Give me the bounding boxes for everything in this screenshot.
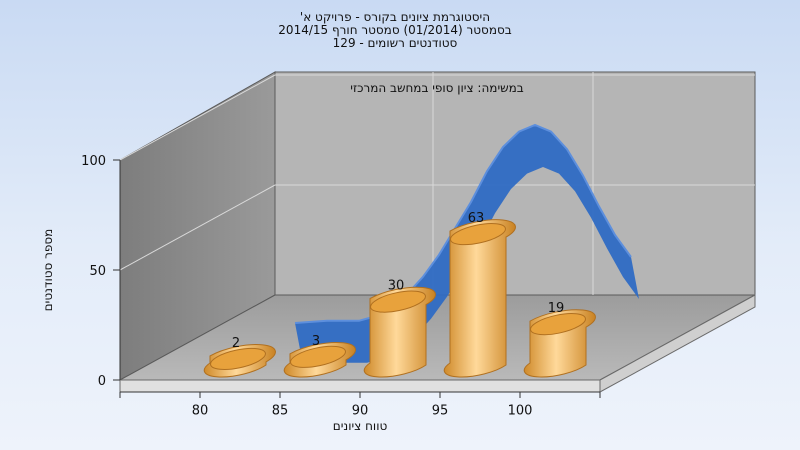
- bar: [523, 309, 596, 378]
- bar-cap: [290, 345, 346, 368]
- y-axis-title: מספר סטודנטים: [41, 229, 55, 312]
- value-labels-layer: 2 3 30 63 19: [232, 211, 564, 351]
- bars-layer: [203, 219, 596, 378]
- bar-value-label: 3: [312, 334, 320, 349]
- floor-edge-side: [599, 294, 756, 393]
- title-line-1: היסטוגרמת ציונים בקורס - פרויקט א': [300, 10, 490, 24]
- bar: [363, 286, 436, 378]
- bar-cap: [530, 313, 586, 336]
- plot-box: [119, 71, 756, 393]
- gridline-wall-1: [119, 184, 276, 271]
- bar: [443, 219, 516, 378]
- bar-value-label: 19: [548, 301, 565, 316]
- x-axis-title: טווח ציונים: [333, 419, 388, 433]
- x-tick-label: 95: [432, 404, 449, 419]
- chart-annotation: במשימה: ציון סופי במחשב המרכזי: [350, 81, 524, 95]
- y-tick-label: 100: [81, 154, 106, 169]
- bar: [283, 341, 356, 378]
- title-line-2: בסמסטר (01/2014) סמסטר חורף 2014/15: [278, 23, 511, 37]
- bar-body: [443, 219, 516, 378]
- chart-title: היסטוגרמת ציונים בקורס - פרויקט א' בסמסט…: [278, 10, 511, 50]
- x-tick-label: 80: [192, 404, 209, 419]
- y-tick-label: 50: [89, 264, 106, 279]
- bar-cap: [210, 347, 266, 370]
- x-tick-label: 100: [508, 404, 533, 419]
- gridlines: [119, 72, 755, 295]
- bar-cap: [370, 290, 426, 313]
- y-tick-label: 0: [98, 374, 106, 389]
- title-line-3: סטודנטים רשומים - 129: [333, 36, 458, 50]
- x-tick-label: 85: [272, 404, 289, 419]
- bar-cap: [450, 223, 506, 246]
- bar-value-label: 30: [388, 279, 405, 294]
- bar: [203, 344, 276, 378]
- x-tick-label: 90: [352, 404, 369, 419]
- y-axis: 0 50 100: [81, 154, 121, 389]
- bar-value-label: 2: [232, 336, 240, 351]
- bar-value-label: 63: [468, 211, 485, 226]
- floor-edge: [119, 379, 601, 393]
- x-axis: 80 85 90 95 100: [119, 391, 601, 419]
- gridline-wall-2: [119, 74, 276, 161]
